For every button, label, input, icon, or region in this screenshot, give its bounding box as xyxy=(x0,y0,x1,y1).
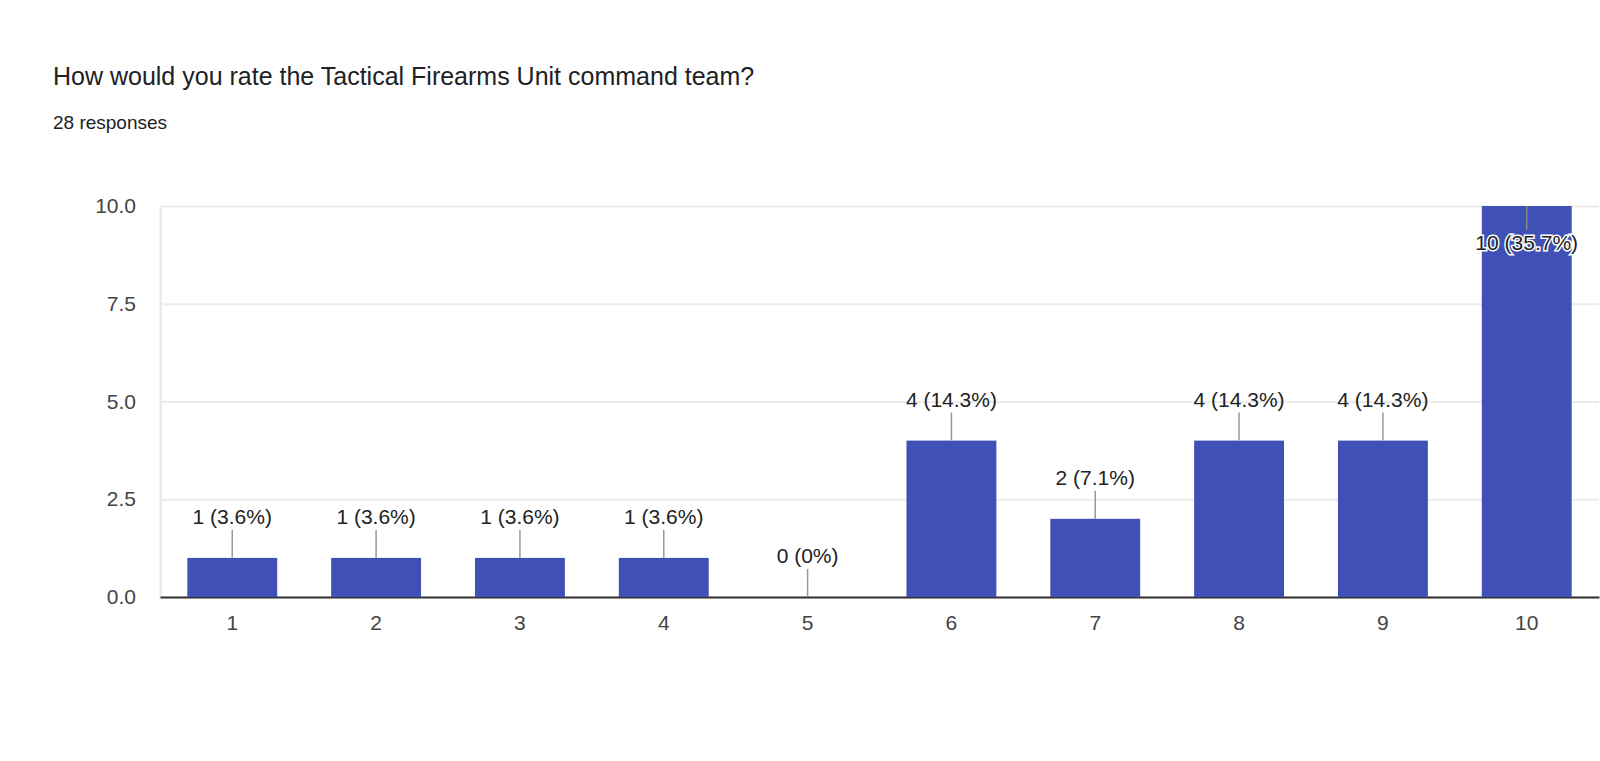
label-leader xyxy=(1382,413,1384,441)
bar xyxy=(1482,206,1572,597)
x-tick-label: 8 xyxy=(1233,611,1245,634)
y-tick: 7.5 xyxy=(107,292,1599,315)
subtitle: 28 responses xyxy=(53,112,167,133)
y-tick-label: 5.0 xyxy=(107,390,136,413)
y-tick-label: 0.0 xyxy=(107,585,136,608)
grid-line xyxy=(160,303,1599,305)
y-tick-label: 10.0 xyxy=(95,194,136,217)
data-label: 1 (3.6%) xyxy=(336,505,415,528)
bar xyxy=(619,558,709,597)
y-axis: 0.0 2.5 5.0 7.5 10.0 xyxy=(95,194,1599,608)
data-label: 1 (3.6%) xyxy=(624,505,703,528)
label-leader xyxy=(807,569,809,597)
x-tick: 8 xyxy=(1233,597,1245,634)
x-axis: 1 2 3 4 5 6 7 8 9 10 xyxy=(161,597,1600,634)
x-tick: 7 xyxy=(1089,597,1101,634)
bar xyxy=(906,441,996,597)
label-leader xyxy=(951,413,953,441)
x-tick: 4 xyxy=(658,597,670,634)
bar xyxy=(187,558,277,597)
x-tick-label: 9 xyxy=(1377,611,1389,634)
x-tick: 3 xyxy=(514,597,526,634)
x-tick-label: 7 xyxy=(1089,611,1101,634)
x-tick-label: 5 xyxy=(802,611,814,634)
data-label: 4 (14.3%) xyxy=(1194,388,1285,411)
data-label: 4 (14.3%) xyxy=(906,388,997,411)
bar xyxy=(475,558,565,597)
bar xyxy=(1194,441,1284,597)
x-tick: 5 xyxy=(802,597,814,634)
data-labels: 1 (3.6%) 1 (3.6%) 1 (3.6%) 1 (3.6%) 0 (0%) 4 … xyxy=(193,206,1579,597)
x-tick-label: 3 xyxy=(514,611,526,634)
x-tick: 10 xyxy=(1515,597,1538,634)
bar xyxy=(331,558,421,597)
x-tick: 9 xyxy=(1377,597,1389,634)
x-tick-label: 6 xyxy=(946,611,958,634)
x-tick-label: 2 xyxy=(370,611,382,634)
label-leader xyxy=(375,530,377,558)
label-leader xyxy=(1526,206,1528,230)
x-tick: 1 xyxy=(226,597,238,634)
x-tick-label: 4 xyxy=(658,611,670,634)
label-leader xyxy=(1238,413,1240,441)
data-label: 1 (3.6%) xyxy=(480,505,559,528)
x-tick-label: 1 xyxy=(226,611,238,634)
data-label: 2 (7.1%) xyxy=(1056,466,1135,489)
chart: How would you rate the Tactical Firearms… xyxy=(0,0,1600,761)
x-tick: 2 xyxy=(370,597,382,634)
data-label: 0 (0%) xyxy=(777,544,839,567)
x-tick: 6 xyxy=(946,597,958,634)
bar xyxy=(1338,441,1428,597)
x-tick-label: 10 xyxy=(1515,611,1538,634)
y-tick-label: 7.5 xyxy=(107,292,136,315)
data-label: 1 (3.6%) xyxy=(193,505,272,528)
data-label: 4 (14.3%) xyxy=(1337,388,1428,411)
title: How would you rate the Tactical Firearms… xyxy=(53,62,754,90)
label-leader xyxy=(663,530,665,558)
y-tick-label: 2.5 xyxy=(107,487,136,510)
label-leader xyxy=(232,530,234,558)
y-tick: 10.0 xyxy=(95,194,1599,217)
data-label: 10 (35.7%) xyxy=(1475,231,1578,254)
grid-line xyxy=(160,206,1599,208)
bars xyxy=(187,206,1571,597)
label-leader xyxy=(519,530,521,558)
label-leader xyxy=(1094,491,1096,519)
bar xyxy=(1050,519,1140,597)
